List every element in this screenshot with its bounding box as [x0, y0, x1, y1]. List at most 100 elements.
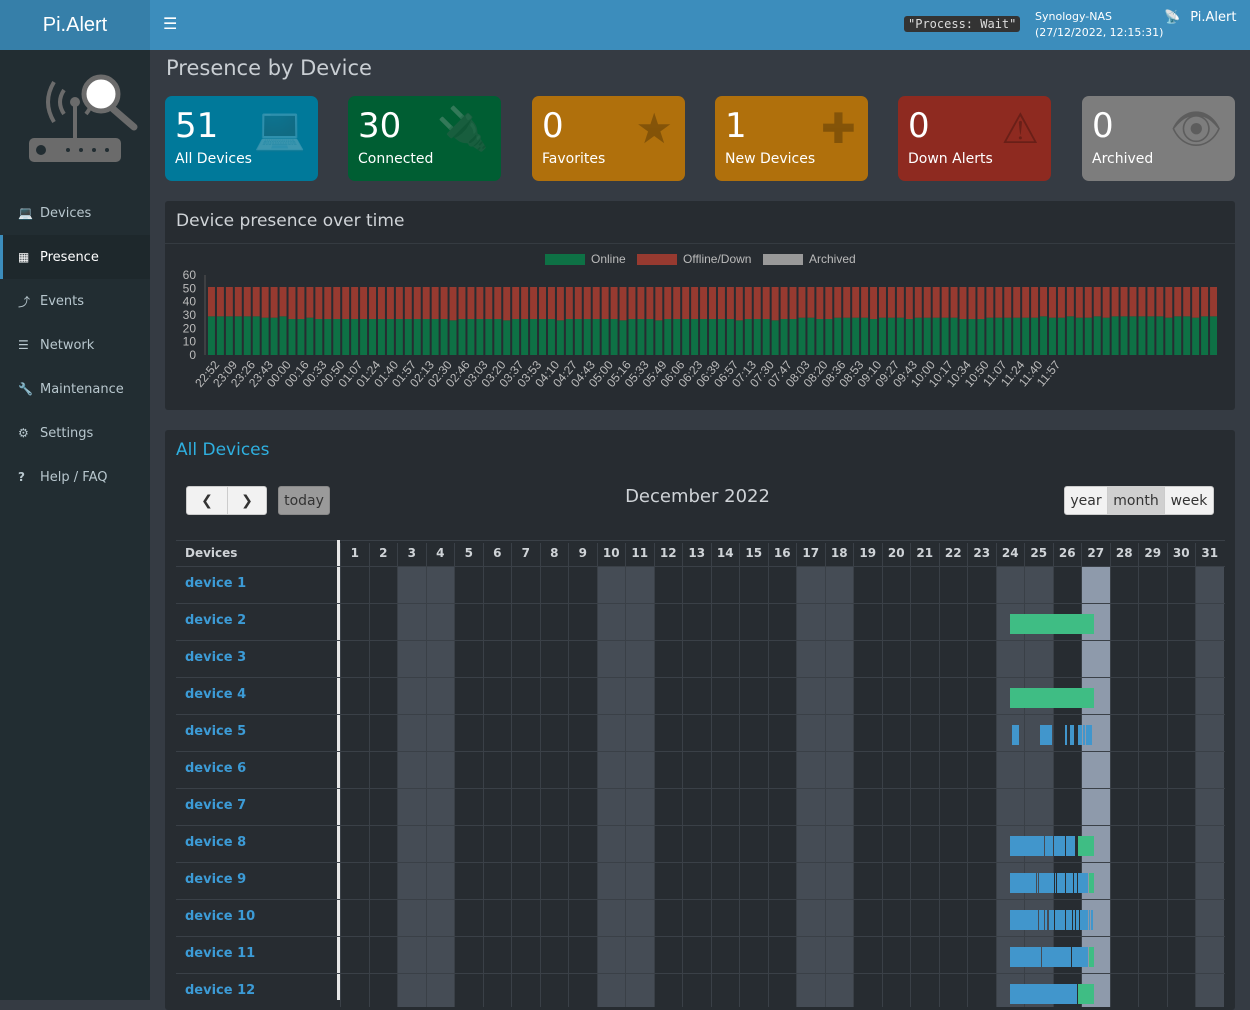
device-link[interactable]: device 10: [185, 909, 256, 924]
presence-event-session[interactable]: [1079, 910, 1088, 930]
stat-card-down-alerts[interactable]: 0 Down Alerts ⚠: [898, 96, 1051, 181]
today-button[interactable]: today: [278, 486, 330, 515]
presence-event-session[interactable]: [1057, 873, 1066, 893]
bar-offline: [735, 287, 743, 321]
bar-online: [870, 319, 878, 355]
presence-event-online[interactable]: [1088, 873, 1094, 893]
user-menu[interactable]: 📡 Pi.Alert: [1164, 10, 1236, 25]
stat-card-archived[interactable]: 0 Archived 👁: [1082, 96, 1235, 181]
resource-divider[interactable]: [337, 540, 340, 1000]
bar-online: [610, 319, 618, 355]
presence-event-session[interactable]: [1010, 873, 1037, 893]
presence-event-session[interactable]: [1073, 910, 1075, 930]
presence-event-online[interactable]: [1078, 836, 1094, 856]
presence-event-session[interactable]: [1045, 910, 1048, 930]
sidebar-item-label: Presence: [40, 249, 99, 265]
bar-online: [216, 316, 224, 355]
day-header: 7: [511, 543, 540, 567]
presence-event-session[interactable]: [1010, 984, 1077, 1004]
bar-offline: [556, 287, 564, 321]
presence-event-session[interactable]: [1045, 836, 1054, 856]
presence-event-session[interactable]: [1066, 873, 1073, 893]
sidebar-item-devices[interactable]: 💻 Devices: [0, 191, 150, 235]
app-logo[interactable]: Pi.Alert: [0, 0, 150, 50]
bar-online: [1075, 317, 1083, 355]
presence-event-session[interactable]: [1082, 725, 1085, 745]
sidebar-item-presence[interactable]: ▦ Presence: [0, 235, 150, 279]
bar-online: [843, 317, 851, 355]
presence-event-session[interactable]: [1049, 910, 1055, 930]
presence-event-session[interactable]: [1040, 725, 1053, 745]
presence-event-session[interactable]: [1066, 836, 1075, 856]
presence-event-session[interactable]: [1066, 910, 1073, 930]
presence-event-session[interactable]: [1076, 910, 1079, 930]
bar-offline: [825, 287, 833, 319]
presence-event-online[interactable]: [1010, 614, 1094, 634]
hamburger-icon[interactable]: ☰: [163, 14, 178, 33]
presence-event-session[interactable]: [1078, 725, 1082, 745]
device-link[interactable]: device 11: [185, 946, 256, 961]
presence-event-session[interactable]: [1085, 725, 1092, 745]
y-tick-label: 20: [183, 321, 197, 335]
brand-label: Pi.Alert: [1190, 10, 1237, 25]
stat-card-favorites[interactable]: 0 Favorites ★: [532, 96, 685, 181]
sidebar-item-maintenance[interactable]: 🔧 Maintenance: [0, 367, 150, 411]
bar-offline: [1192, 287, 1200, 318]
bar-online: [968, 319, 976, 355]
day-header: 10: [596, 543, 626, 567]
device-link[interactable]: device 9: [185, 872, 247, 887]
sidebar-item-events[interactable]: ⤴ Events: [0, 279, 150, 323]
presence-event-session[interactable]: [1042, 947, 1072, 967]
bar-offline: [431, 287, 439, 319]
bar-online: [977, 319, 985, 355]
presence-event-session[interactable]: [1055, 910, 1066, 930]
sidebar-item-network[interactable]: ☰ Network: [0, 323, 150, 367]
presence-event-session[interactable]: [1088, 910, 1090, 930]
prev-button[interactable]: ❮: [186, 486, 228, 515]
day-column: [340, 567, 369, 1007]
presence-event-session[interactable]: [1039, 873, 1055, 893]
bar-online: [1022, 317, 1030, 355]
device-link[interactable]: device 4: [185, 687, 247, 702]
device-link[interactable]: device 12: [185, 983, 256, 998]
presence-event-session[interactable]: [1055, 873, 1057, 893]
sidebar-item-help[interactable]: ? Help / FAQ: [0, 455, 150, 499]
presence-event-session[interactable]: [1065, 725, 1068, 745]
presence-event-session[interactable]: [1090, 910, 1093, 930]
bar-offline: [422, 287, 430, 319]
stat-card-connected[interactable]: 30 Connected 🔌: [348, 96, 501, 181]
device-link[interactable]: device 7: [185, 798, 247, 813]
device-link[interactable]: device 3: [185, 650, 247, 665]
presence-event-online[interactable]: [1010, 688, 1094, 708]
device-link[interactable]: device 5: [185, 724, 247, 739]
next-button[interactable]: ❯: [227, 486, 267, 515]
device-link[interactable]: device 2: [185, 613, 247, 628]
presence-chart: Online Offline/Down Archived01020304050602…: [183, 252, 1217, 390]
presence-event-online[interactable]: [1078, 984, 1094, 1004]
presence-event-session[interactable]: [1037, 873, 1039, 893]
stat-card-new-devices[interactable]: 1 New Devices ✚: [715, 96, 868, 181]
presence-event-session[interactable]: [1039, 910, 1045, 930]
presence-event-session[interactable]: [1074, 873, 1077, 893]
card-value: 0: [1092, 106, 1114, 146]
process-status: "Process: Wait": [904, 16, 1021, 32]
presence-event-session[interactable]: [1010, 910, 1039, 930]
bar-offline: [664, 287, 672, 319]
presence-event-session[interactable]: [1070, 725, 1075, 745]
sidebar-item-settings[interactable]: ⚙ Settings: [0, 411, 150, 455]
presence-event-session[interactable]: [1010, 947, 1042, 967]
stat-card-all-devices[interactable]: 51 All Devices 💻: [165, 96, 318, 181]
presence-event-session[interactable]: [1012, 725, 1020, 745]
device-link[interactable]: device 1: [185, 576, 247, 591]
device-link[interactable]: device 8: [185, 835, 247, 850]
presence-event-online[interactable]: [1088, 947, 1094, 967]
view-week-button[interactable]: week: [1164, 486, 1214, 515]
presence-event-session[interactable]: [1078, 873, 1088, 893]
day-column: [1138, 567, 1167, 1007]
device-link[interactable]: device 6: [185, 761, 247, 776]
presence-event-session[interactable]: [1054, 836, 1066, 856]
view-month-button[interactable]: month: [1107, 486, 1165, 515]
view-year-button[interactable]: year: [1064, 486, 1108, 515]
presence-event-session[interactable]: [1010, 836, 1045, 856]
presence-event-session[interactable]: [1072, 947, 1088, 967]
